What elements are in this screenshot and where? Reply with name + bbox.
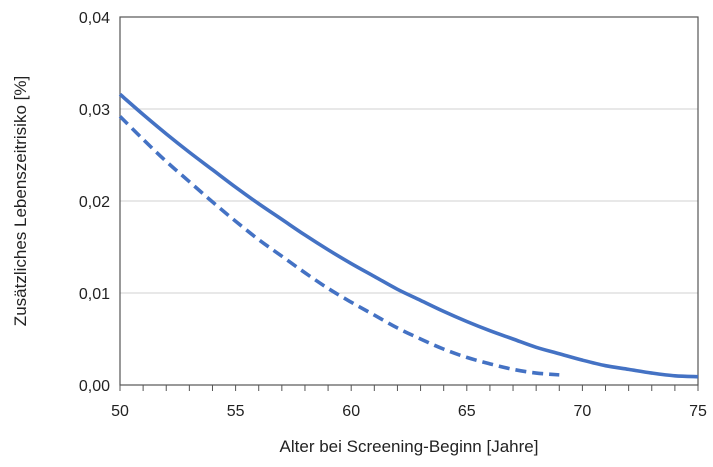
x-tick-label: 55	[227, 403, 245, 420]
x-tick-label: 60	[342, 403, 360, 420]
x-axis-ticks	[119, 385, 699, 391]
x-axis-tick-labels: 50 55 60 65 70 75	[111, 403, 707, 420]
y-axis-tick-labels: 0,00 0,01 0,02 0,03 0,04	[79, 10, 110, 395]
x-tick-label: 70	[574, 403, 592, 420]
x-tick-label: 65	[458, 403, 476, 420]
gridlines	[120, 108, 698, 294]
y-tick-label: 0,04	[79, 10, 110, 27]
y-tick-label: 0,01	[79, 286, 110, 303]
y-axis-title: Zusätzliches Lebenszeitrisiko [%]	[11, 76, 30, 326]
series-line-dashed	[118, 115, 560, 377]
x-axis-title: Alter bei Screening-Beginn [Jahre]	[280, 437, 539, 456]
x-tick-label: 50	[111, 403, 129, 420]
y-tick-label: 0,02	[79, 194, 110, 211]
x-tick-label: 75	[689, 403, 707, 420]
series-lines	[118, 92, 699, 379]
series-line-solid	[118, 92, 699, 379]
y-tick-label: 0,03	[79, 102, 110, 119]
plot-area-frame	[119, 16, 699, 386]
y-tick-label: 0,00	[79, 378, 110, 395]
